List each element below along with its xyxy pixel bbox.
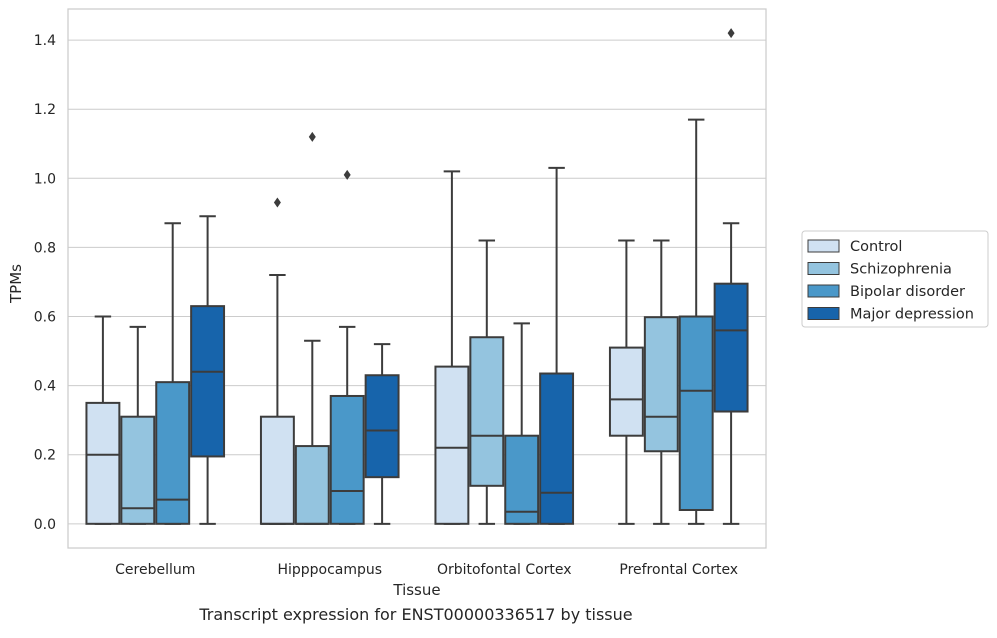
y-tick-label: 1.0 [34,171,56,187]
legend-swatch [807,239,840,253]
x-tick-label: Hipppocampus [277,562,382,578]
box-body [259,415,295,525]
box-body [678,315,714,511]
legend-swatch [807,284,840,298]
box-body [469,336,505,487]
box-bipolar-disorder-3 [678,118,714,525]
box-control-1 [259,197,295,525]
box-major-depression-0 [190,215,226,525]
legend: Control Schizophrenia Bipolar disorder Majo… [801,230,989,328]
box-schizophrenia-2 [469,239,505,525]
box-body [713,282,749,413]
box-control-0 [85,315,121,525]
legend-label: Bipolar disorder [850,284,965,300]
legend-label: Major depression [850,307,974,323]
legend-label: Control [850,239,902,255]
box-body [190,305,226,458]
box-body [643,316,679,453]
box-schizophrenia-3 [643,239,679,525]
box-bipolar-disorder-1 [329,169,365,525]
box-body [155,381,191,525]
box-schizophrenia-0 [120,325,156,525]
y-axis-label: TPMs [7,264,25,304]
box-body [504,434,540,525]
chart-caption: Transcript expression for ENST0000033651… [199,605,633,624]
box-control-2 [434,170,470,525]
x-axis-label: Tissue [392,581,440,599]
box-major-depression-1 [364,343,400,525]
legend-swatch [807,307,840,320]
y-tick-label: 0.8 [34,240,56,256]
y-tick-label: 0.2 [34,448,56,464]
box-major-depression-3 [713,28,749,525]
y-tick-label: 0.0 [34,517,56,533]
box-body [329,394,365,525]
x-tick-label: Orbitofontal Cortex [437,562,572,578]
box-body [85,401,121,525]
box-schizophrenia-1 [294,131,330,525]
box-bipolar-disorder-0 [155,222,191,525]
box-body [539,372,575,525]
box-body [364,374,400,479]
x-tick-label: Prefrontal Cortex [619,562,738,578]
y-tick-label: 1.2 [34,102,56,118]
outlier-point [308,131,316,142]
y-tick-label: 1.4 [34,33,56,49]
y-tick-label: 0.4 [34,379,56,395]
outlier-point [273,197,281,208]
plot-frame [67,8,767,549]
legend-label: Schizophrenia [850,262,952,278]
outlier-point [727,28,735,39]
outlier-point [343,169,351,180]
box-body [120,415,156,525]
legend-frame [801,230,989,328]
y-tick-label: 0.6 [34,310,56,326]
box-bipolar-disorder-2 [504,322,540,525]
box-control-3 [608,239,644,525]
box-body [608,346,644,437]
box-major-depression-2 [539,166,575,525]
x-tick-label: Cerebellum [115,562,195,578]
box-body [294,445,330,525]
legend-swatch [807,262,840,275]
box-body [434,365,470,525]
